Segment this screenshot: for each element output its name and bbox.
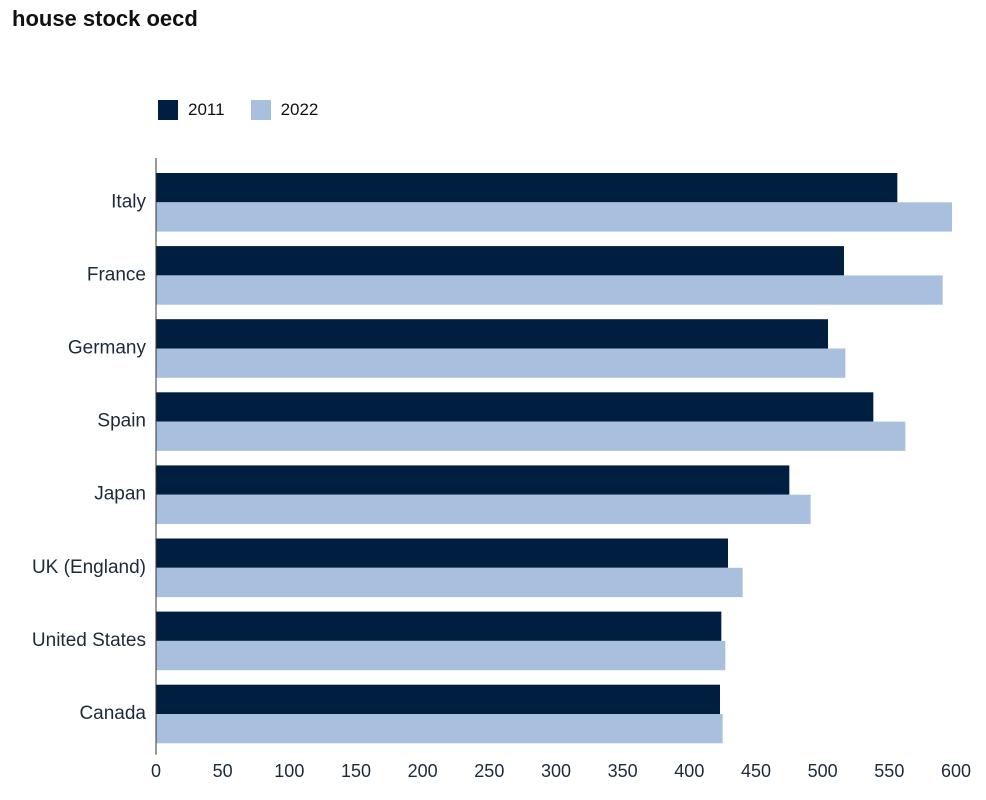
- chart-title: house stock oecd: [12, 6, 198, 31]
- category-label-united-states: United States: [32, 630, 146, 651]
- bar-spain-2011: [156, 392, 874, 422]
- x-tick-label-550: 550: [874, 761, 904, 781]
- bar-italy-2011: [156, 173, 898, 203]
- x-tick-label-600: 600: [941, 761, 971, 781]
- category-label-spain: Spain: [97, 411, 146, 432]
- legend-label-2022: 2022: [280, 100, 319, 119]
- bar-france-2011: [156, 246, 844, 276]
- x-tick-label-300: 300: [541, 761, 571, 781]
- x-tick-label-100: 100: [274, 761, 304, 781]
- bar-japan-2022: [156, 494, 811, 524]
- x-tick-label-500: 500: [808, 761, 838, 781]
- category-label-france: France: [87, 264, 146, 285]
- x-tick-label-200: 200: [408, 761, 438, 781]
- category-label-canada: Canada: [79, 703, 146, 724]
- legend-swatch-2011: [158, 100, 178, 120]
- legend-swatch-2022: [250, 100, 271, 120]
- category-label-japan: Japan: [94, 484, 146, 505]
- bar-japan-2011: [156, 465, 790, 495]
- bar-france-2022: [156, 275, 943, 305]
- bar-canada-2022: [156, 714, 723, 744]
- x-tick-label-0: 0: [151, 761, 161, 781]
- x-tick-label-450: 450: [741, 761, 771, 781]
- bar-uk-england-2011: [156, 538, 728, 568]
- x-tick-label-400: 400: [674, 761, 704, 781]
- x-tick-label-250: 250: [474, 761, 504, 781]
- bar-germany-2011: [156, 319, 828, 349]
- bar-germany-2022: [156, 348, 846, 378]
- bar-uk-england-2022: [156, 567, 743, 598]
- legend: 2011 2022: [158, 100, 344, 120]
- x-tick-label-350: 350: [608, 761, 638, 781]
- legend-item-2022: 2022: [250, 100, 319, 120]
- category-label-italy: Italy: [111, 191, 146, 212]
- x-tick-label-50: 50: [213, 761, 233, 781]
- category-label-uk-england: UK (England): [32, 557, 146, 578]
- bar-italy-2022: [156, 202, 952, 232]
- category-label-germany: Germany: [68, 338, 147, 359]
- x-tick-label-150: 150: [341, 761, 371, 781]
- legend-item-2011: 2011: [158, 100, 225, 120]
- bar-canada-2011: [156, 684, 720, 714]
- bar-spain-2022: [156, 421, 906, 451]
- bar-united-states-2022: [156, 640, 726, 671]
- bar-united-states-2011: [156, 611, 722, 641]
- legend-label-2011: 2011: [188, 100, 225, 119]
